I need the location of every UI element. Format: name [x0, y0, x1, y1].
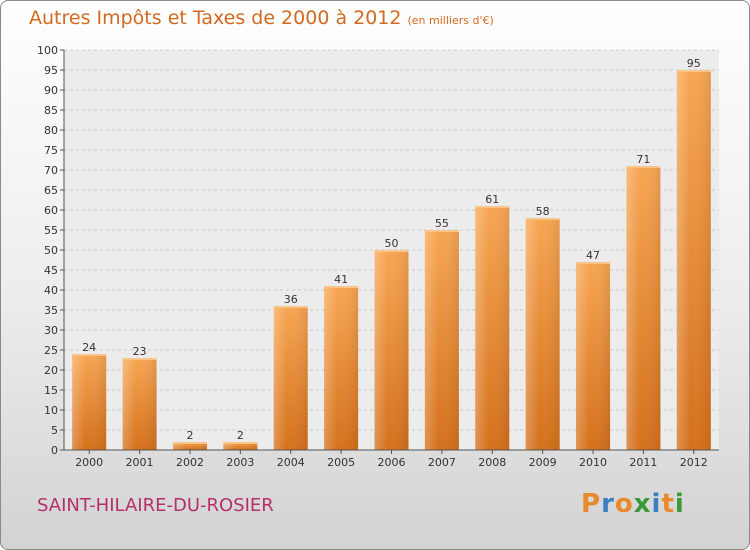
x-tick-label: 2008 — [478, 456, 506, 469]
bar-shading — [525, 218, 560, 450]
bar-top-highlight — [172, 442, 207, 444]
bar-top-highlight — [223, 442, 258, 444]
bar-shading — [576, 262, 611, 450]
y-tick-label: 100 — [37, 44, 58, 57]
x-tick-label: 2006 — [378, 456, 406, 469]
grid-lines — [64, 49, 719, 451]
y-tick-label: 30 — [44, 324, 58, 337]
bar-top-highlight — [424, 230, 459, 232]
bar-shading — [223, 442, 258, 450]
data-label: 23 — [133, 345, 147, 358]
y-tick-label: 90 — [44, 84, 58, 97]
y-tick-label: 80 — [44, 124, 58, 137]
bar-shading — [273, 306, 308, 450]
y-tick-label: 25 — [44, 344, 58, 357]
data-label: 50 — [385, 237, 399, 250]
y-tick-label: 65 — [44, 184, 58, 197]
proxiti-logo-letter: i — [651, 489, 662, 519]
bar-top-highlight — [273, 306, 308, 308]
y-tick-label: 95 — [44, 64, 58, 77]
x-axis: 2000 2001 2002 2003 2004 2005 2006 2007 2008 2009… — [64, 449, 719, 469]
commune-name: SAINT-HILAIRE-DU-ROSIER — [37, 495, 274, 516]
bar-shading — [324, 286, 359, 450]
data-label: 36 — [284, 293, 298, 306]
x-tick-label: 2002 — [176, 456, 204, 469]
bar-shading — [676, 70, 711, 450]
y-axis: 0 5 10 15 20 25 30 35 40 45 50 55 60 65 70 75 80 85 90 95 10… — [37, 44, 65, 457]
x-tick-label: 2003 — [226, 456, 254, 469]
bar-top-highlight — [676, 70, 711, 72]
proxiti-logo-letter: t — [661, 489, 675, 519]
chart-subtitle: (en milliers d'€) — [407, 14, 494, 27]
x-tick-label: 2012 — [680, 456, 708, 469]
bar-shading — [172, 442, 207, 450]
bar-top-highlight — [475, 206, 510, 208]
y-tick-label: 20 — [44, 364, 58, 377]
data-label: 95 — [687, 57, 701, 70]
x-tick-label: 2000 — [75, 456, 103, 469]
x-tick-label: 2009 — [529, 456, 557, 469]
y-tick-label: 60 — [44, 204, 58, 217]
proxiti-logo-letter: o — [614, 489, 634, 519]
data-label: 24 — [82, 341, 96, 354]
y-tick-label: 0 — [51, 444, 58, 457]
y-tick-label: 70 — [44, 164, 58, 177]
data-label: 61 — [485, 193, 499, 206]
bar-shading — [424, 230, 459, 450]
x-tick-label: 2011 — [629, 456, 657, 469]
x-tick-label: 2001 — [126, 456, 154, 469]
bar-shading — [374, 250, 409, 450]
y-tick-label: 40 — [44, 284, 58, 297]
y-tick-label: 75 — [44, 144, 58, 157]
proxiti-logo-letter: x — [633, 489, 652, 519]
data-label: 2 — [237, 429, 244, 442]
x-tick-label: 2005 — [327, 456, 355, 469]
bar-top-highlight — [626, 166, 661, 168]
y-tick-label: 35 — [44, 304, 58, 317]
proxiti-logo[interactable]: Proxiti — [581, 489, 685, 519]
chart-title: Autres Impôts et Taxes de 2000 à 2012 (en… — [29, 7, 494, 29]
data-label: 55 — [435, 217, 449, 230]
x-tick-label: 2010 — [579, 456, 607, 469]
y-tick-label: 15 — [44, 384, 58, 397]
x-tick-label: 2007 — [428, 456, 456, 469]
y-tick-label: 45 — [44, 264, 58, 277]
y-tick-label: 55 — [44, 224, 58, 237]
data-label: 2 — [186, 429, 193, 442]
bar-top-highlight — [324, 286, 359, 288]
proxiti-logo-letter: P — [581, 489, 602, 519]
data-label: 58 — [536, 205, 550, 218]
y-tick-label: 5 — [51, 424, 58, 437]
data-label: 47 — [586, 249, 600, 262]
chart-title-main: Autres Impôts et Taxes de 2000 à 2012 — [29, 7, 402, 29]
bar-top-highlight — [374, 250, 409, 252]
proxiti-logo-letter: i — [674, 489, 685, 519]
proxiti-logo-letter: r — [601, 489, 615, 519]
bar-shading — [122, 358, 157, 450]
bar-shading — [475, 206, 510, 450]
data-label: 41 — [334, 273, 348, 286]
bar-top-highlight — [576, 262, 611, 264]
y-tick-label: 50 — [44, 244, 58, 257]
bar-top-highlight — [525, 218, 560, 220]
y-tick-label: 10 — [44, 404, 58, 417]
bar-shading — [72, 354, 107, 450]
bar-top-highlight — [72, 354, 107, 356]
bar-top-highlight — [122, 358, 157, 360]
y-tick-label: 85 — [44, 104, 58, 117]
bar-shading — [626, 166, 661, 450]
data-label: 71 — [636, 153, 650, 166]
x-tick-label: 2004 — [277, 456, 305, 469]
